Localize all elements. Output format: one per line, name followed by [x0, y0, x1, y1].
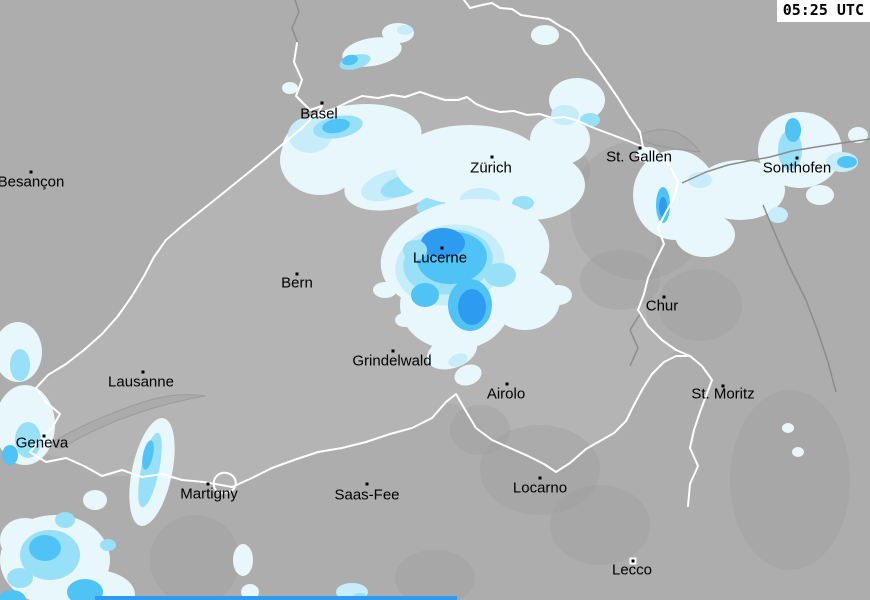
- precipitation-cell: [837, 156, 857, 168]
- precipitation-cell: [551, 105, 579, 125]
- region-border: [291, 0, 300, 45]
- country-border: [463, 0, 644, 148]
- precipitation-cell: [29, 535, 61, 561]
- precipitation-cell: [282, 82, 298, 94]
- city-dot: [721, 384, 725, 388]
- precipitation-cell: [688, 172, 712, 188]
- precipitation-cell: [55, 512, 75, 528]
- region-border: [762, 204, 837, 393]
- precipitation-cell: [454, 364, 482, 386]
- precipitation-cell: [403, 240, 427, 260]
- country-border: [293, 42, 644, 148]
- precipitation-cell: [395, 313, 415, 327]
- terrain-shade: [550, 485, 650, 565]
- region-border: [681, 138, 870, 184]
- precipitation-cell: [83, 490, 107, 510]
- precipitation-cell: [458, 289, 486, 325]
- city-dot: [505, 382, 509, 386]
- precipitation-cell: [806, 185, 834, 205]
- precipitation-cell: [768, 207, 788, 223]
- precipitation-cell: [373, 282, 397, 298]
- precipitation-cell: [342, 54, 358, 66]
- precipitation-cell: [544, 285, 572, 305]
- precipitation-cell: [0, 590, 26, 600]
- precipitation-cell: [15, 422, 41, 458]
- precipitation-cell: [10, 349, 30, 381]
- terrain-shade: [580, 250, 660, 310]
- country-border: [212, 471, 237, 494]
- precipitation-cell: [785, 118, 801, 142]
- city-dot: [662, 295, 666, 299]
- precipitation-cell: [397, 25, 413, 35]
- terrain-shade: [150, 515, 240, 600]
- city-dot: [42, 434, 46, 438]
- precipitation-cell: [233, 544, 253, 576]
- country-border: [637, 146, 713, 507]
- precipitation-cell: [675, 213, 735, 257]
- precipitation-cell: [782, 423, 794, 433]
- precipitation-cell: [322, 118, 350, 134]
- precipitation-cell: [421, 228, 465, 258]
- terrain-shade: [658, 269, 742, 341]
- city-dot: [440, 246, 444, 250]
- precipitation-cell: [792, 447, 804, 457]
- precipitation-cell: [448, 353, 468, 367]
- precipitation-cell: [67, 579, 103, 600]
- precipitation-cell: [138, 432, 162, 508]
- terrain-shade: [395, 550, 475, 600]
- region-border: [629, 313, 641, 367]
- timestamp: 05:25 UTC: [776, 0, 870, 22]
- precipitation-cell: [695, 160, 785, 220]
- precipitation-cell: [2, 445, 18, 465]
- city-dot: [29, 170, 33, 174]
- precipitation-cell: [7, 568, 33, 588]
- city-dot: [295, 272, 299, 276]
- city-dot: [391, 349, 395, 353]
- timeline-progress[interactable]: [95, 596, 457, 600]
- city-dot: [320, 101, 324, 105]
- city-dot: [141, 370, 145, 374]
- precipitation-cell: [531, 25, 559, 45]
- city-dot: [206, 482, 210, 486]
- precipitation-cell: [100, 539, 116, 551]
- city-dot: [638, 146, 642, 150]
- city-dot: [365, 482, 369, 486]
- city-dot: [795, 156, 799, 160]
- precipitation-cell: [848, 127, 868, 143]
- precipitation-cell: [636, 147, 660, 163]
- country-border: [203, 355, 691, 488]
- precipitation-cell: [142, 440, 154, 470]
- lake-outline: [49, 394, 206, 449]
- precipitation-cell: [580, 113, 600, 127]
- city-dot: [538, 476, 542, 480]
- lake-outline: [637, 129, 702, 153]
- terrain-shade: [730, 390, 850, 570]
- country-border: [29, 113, 317, 483]
- precipitation-cell: [484, 263, 516, 287]
- city-dot: [490, 155, 494, 159]
- city-dot: [631, 559, 635, 563]
- precipitation-cell: [530, 115, 590, 165]
- precipitation-cell: [411, 283, 439, 307]
